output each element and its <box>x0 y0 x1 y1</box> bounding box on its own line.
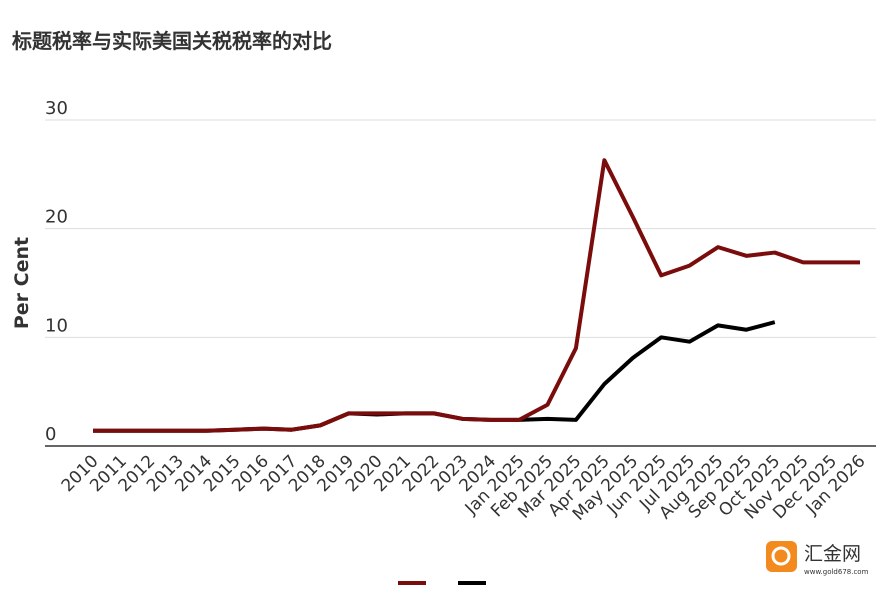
y-tick-label: 0 <box>45 424 56 445</box>
line <box>93 158 860 433</box>
y-tick-label: 30 <box>45 98 68 119</box>
y-tick-label: 20 <box>45 207 68 228</box>
y-tick-label: 10 <box>45 315 68 336</box>
chart-title: 标题税率与实际美国关税税率的对比 <box>12 29 332 53</box>
watermark-url: www.gold678.com <box>804 568 869 576</box>
watermark-icon-mark <box>771 546 791 566</box>
watermark-name: 汇金网 <box>804 543 861 565</box>
y-axis-title: Per Cent <box>11 237 33 329</box>
watermark-icon <box>766 541 797 572</box>
